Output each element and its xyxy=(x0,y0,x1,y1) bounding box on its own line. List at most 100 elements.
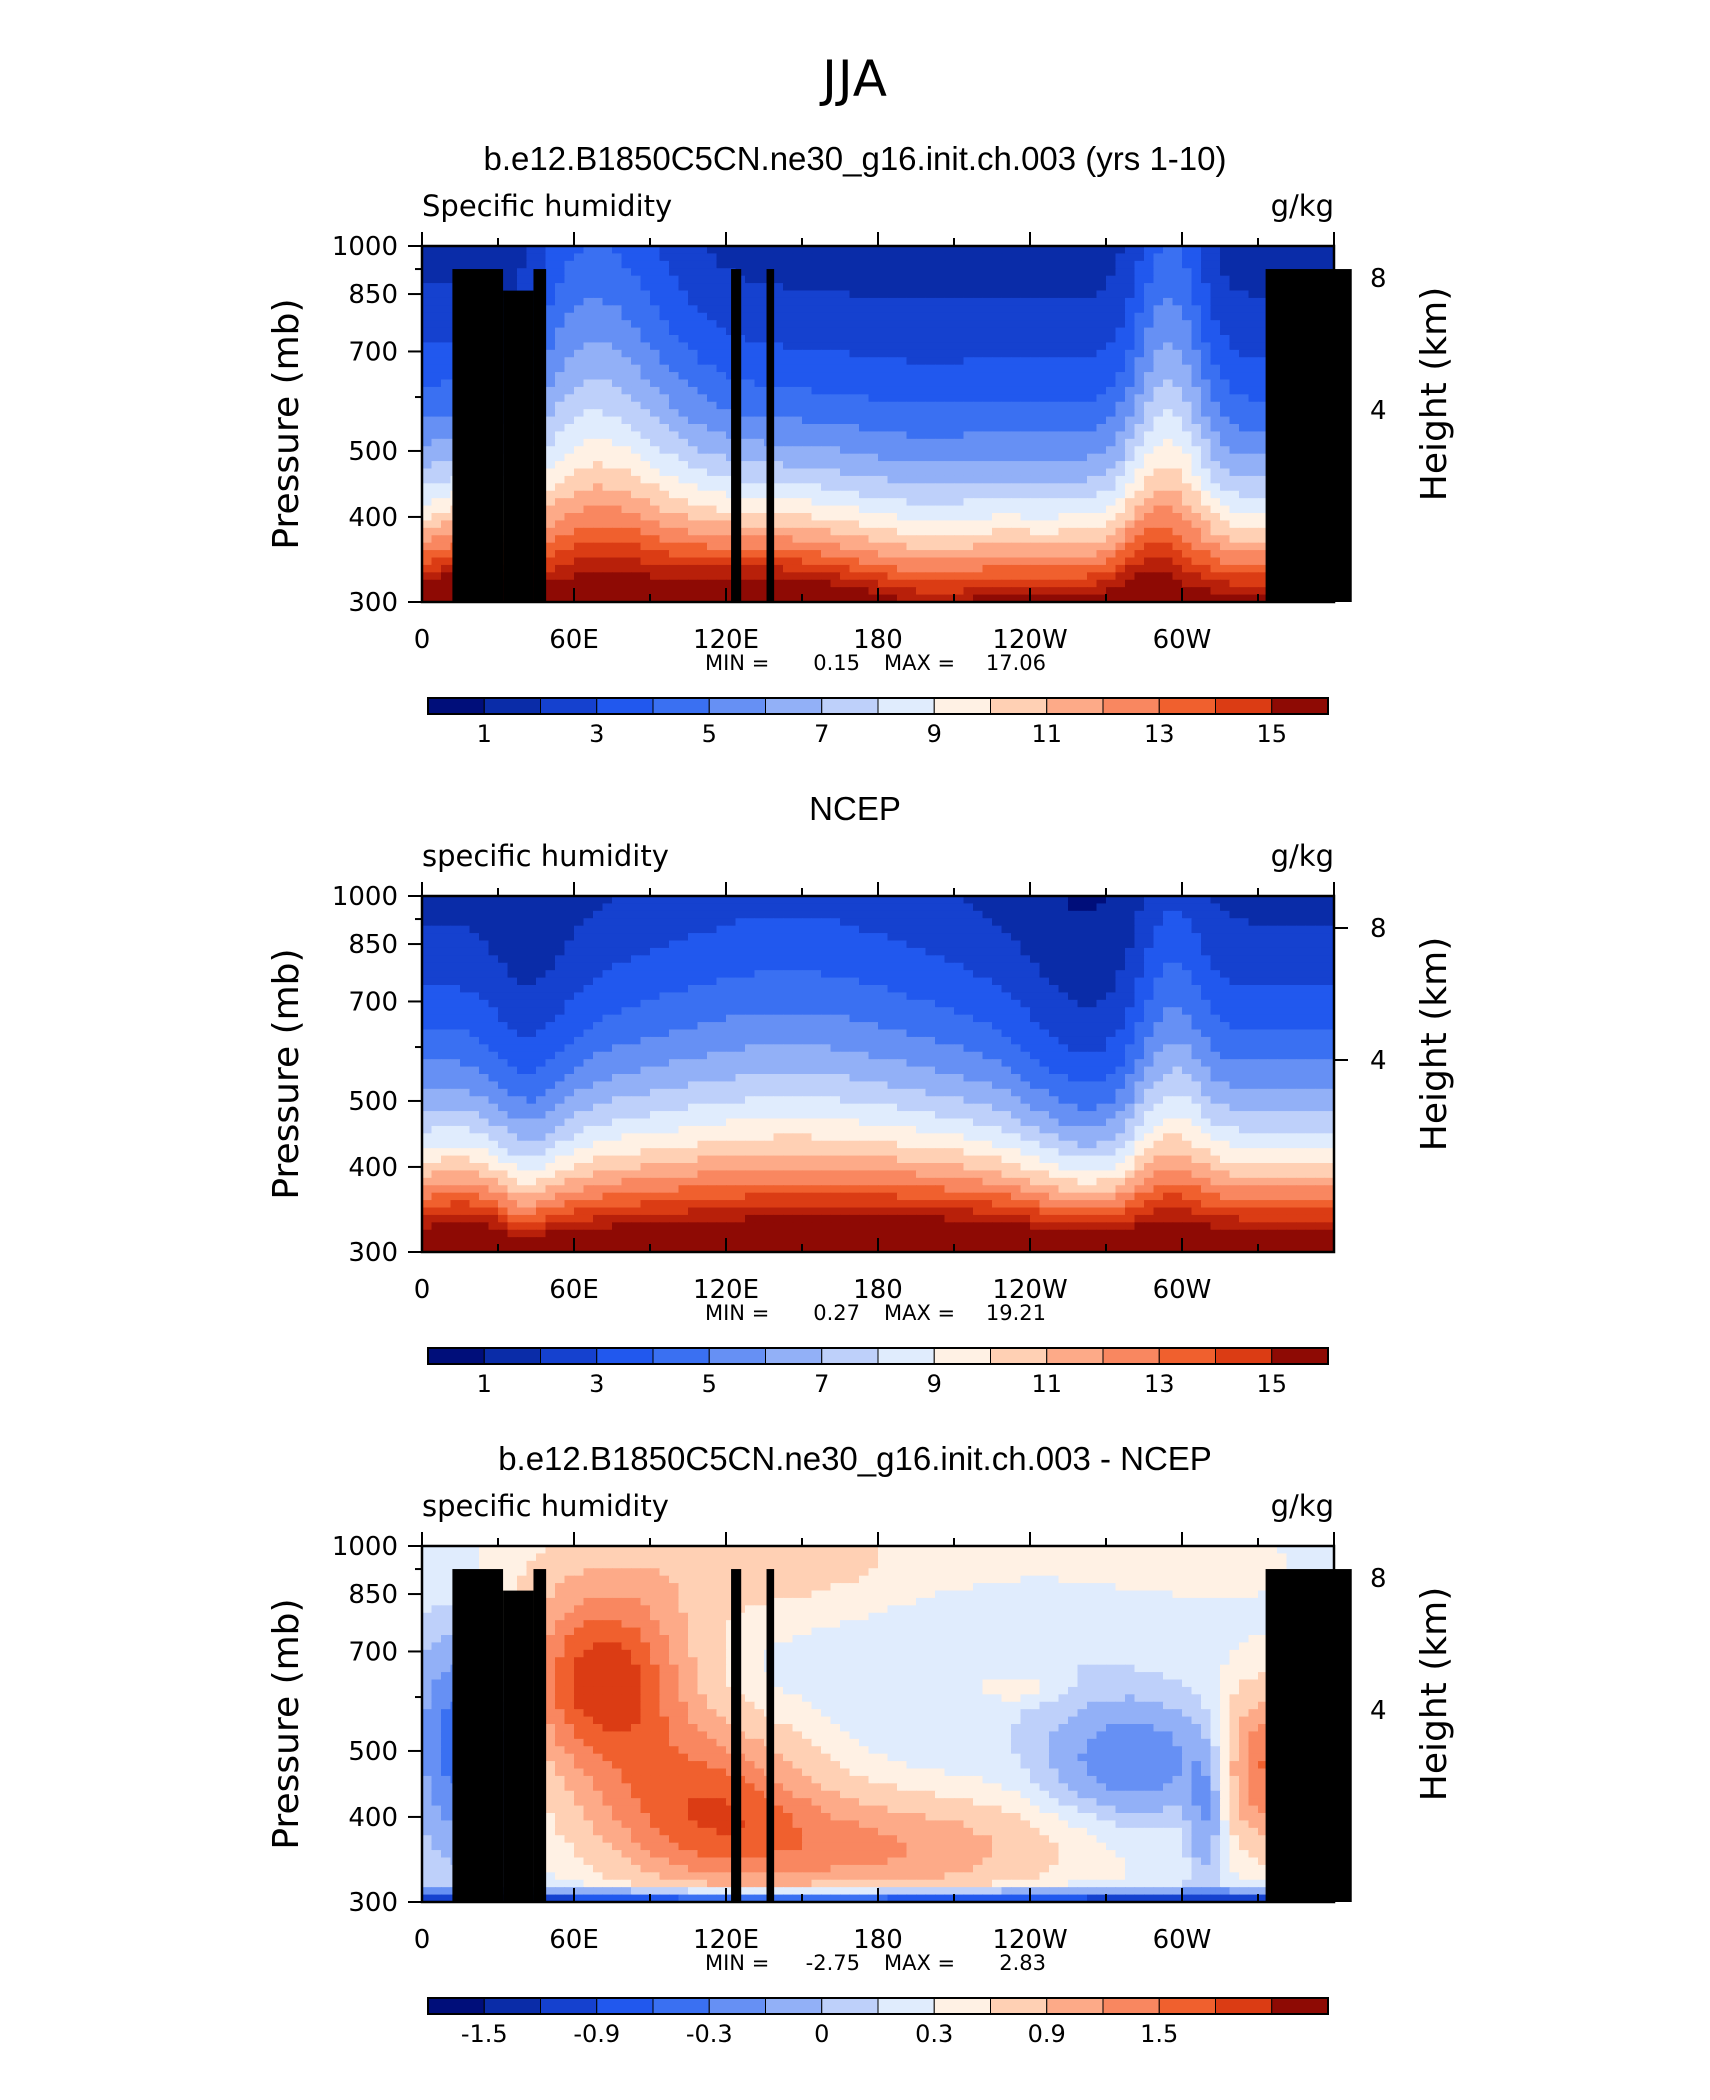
field-cell xyxy=(1230,387,1240,395)
field-cell xyxy=(755,520,765,528)
field-cell xyxy=(1125,520,1135,528)
field-cell xyxy=(584,911,594,919)
field-cell xyxy=(973,350,983,358)
field-cell xyxy=(698,491,708,499)
field-cell xyxy=(1087,350,1097,358)
field-cell xyxy=(669,357,679,365)
field-cell xyxy=(1201,439,1211,447)
field-cell xyxy=(631,424,641,432)
field-cell xyxy=(603,261,613,269)
field-cell xyxy=(954,365,964,373)
field-cell xyxy=(517,903,527,911)
field-cell xyxy=(783,513,793,521)
field-cell xyxy=(1002,328,1012,336)
field-cell xyxy=(660,417,670,425)
field-cell xyxy=(850,424,860,432)
field-cell xyxy=(983,276,993,284)
field-cell xyxy=(593,372,603,380)
field-cell xyxy=(1125,409,1135,417)
field-cell xyxy=(793,903,803,911)
field-cell xyxy=(973,469,983,477)
field-cell xyxy=(1097,417,1107,425)
field-cell xyxy=(1220,357,1230,365)
field-cell xyxy=(1201,402,1211,410)
field-cell xyxy=(1049,313,1059,321)
field-cell xyxy=(593,558,603,566)
field-cell xyxy=(1163,276,1173,284)
field-cell xyxy=(660,283,670,291)
field-cell xyxy=(1040,903,1050,911)
field-cell xyxy=(821,483,831,491)
field-cell xyxy=(1021,513,1031,521)
field-cell xyxy=(992,335,1002,343)
field-cell xyxy=(1068,587,1078,595)
field-cell xyxy=(1021,305,1031,313)
field-cell xyxy=(1078,417,1088,425)
field-cell xyxy=(802,320,812,328)
field-cell xyxy=(783,253,793,261)
field-cell xyxy=(1249,498,1259,506)
field-cell xyxy=(441,565,451,573)
field-cell xyxy=(1068,387,1078,395)
field-cell xyxy=(1030,461,1040,469)
field-cell xyxy=(755,372,765,380)
field-cell xyxy=(869,409,879,417)
field-cell xyxy=(1249,320,1259,328)
field-cell xyxy=(707,565,717,573)
field-cell xyxy=(641,454,651,462)
field-cell xyxy=(935,572,945,580)
field-cell xyxy=(802,313,812,321)
field-cell xyxy=(669,550,679,558)
field-cell xyxy=(1106,350,1116,358)
field-cell xyxy=(707,357,717,365)
field-cell xyxy=(897,446,907,454)
field-cell xyxy=(850,543,860,551)
field-cell xyxy=(992,565,1002,573)
field-cell xyxy=(926,911,936,919)
field-cell xyxy=(973,409,983,417)
field-cell xyxy=(641,543,651,551)
field-cell xyxy=(755,291,765,299)
field-cell xyxy=(631,565,641,573)
field-cell xyxy=(973,528,983,536)
field-cell xyxy=(422,283,432,291)
field-cell xyxy=(593,283,603,291)
field-cell xyxy=(1106,417,1116,425)
field-cell xyxy=(688,469,698,477)
field-cell xyxy=(622,572,632,580)
field-cell xyxy=(1116,446,1126,454)
field-cell xyxy=(717,328,727,336)
field-cell xyxy=(745,565,755,573)
field-cell xyxy=(1116,491,1126,499)
field-cell xyxy=(1021,365,1031,373)
field-cell xyxy=(964,491,974,499)
field-cell xyxy=(992,572,1002,580)
field-cell xyxy=(660,380,670,388)
field-cell xyxy=(1154,513,1164,521)
field-cell xyxy=(1239,357,1249,365)
field-cell xyxy=(1220,372,1230,380)
field-cell xyxy=(1078,394,1088,402)
field-cell xyxy=(1021,558,1031,566)
field-cell xyxy=(783,565,793,573)
field-cell xyxy=(555,491,565,499)
page-title: JJA xyxy=(0,50,1710,108)
field-cell xyxy=(432,911,442,919)
field-cell xyxy=(1106,328,1116,336)
field-cell xyxy=(669,342,679,350)
field-cell xyxy=(888,558,898,566)
field-cell xyxy=(1163,520,1173,528)
field-cell xyxy=(1030,520,1040,528)
field-cell xyxy=(631,469,641,477)
field-cell xyxy=(1173,520,1183,528)
field-cell xyxy=(688,350,698,358)
field-cell xyxy=(1097,276,1107,284)
field-cell xyxy=(888,491,898,499)
field-cell xyxy=(641,446,651,454)
field-cell xyxy=(660,587,670,595)
field-cell xyxy=(1078,580,1088,588)
field-cell xyxy=(926,498,936,506)
field-cell xyxy=(1192,572,1202,580)
field-cell xyxy=(793,417,803,425)
field-cell xyxy=(707,491,717,499)
